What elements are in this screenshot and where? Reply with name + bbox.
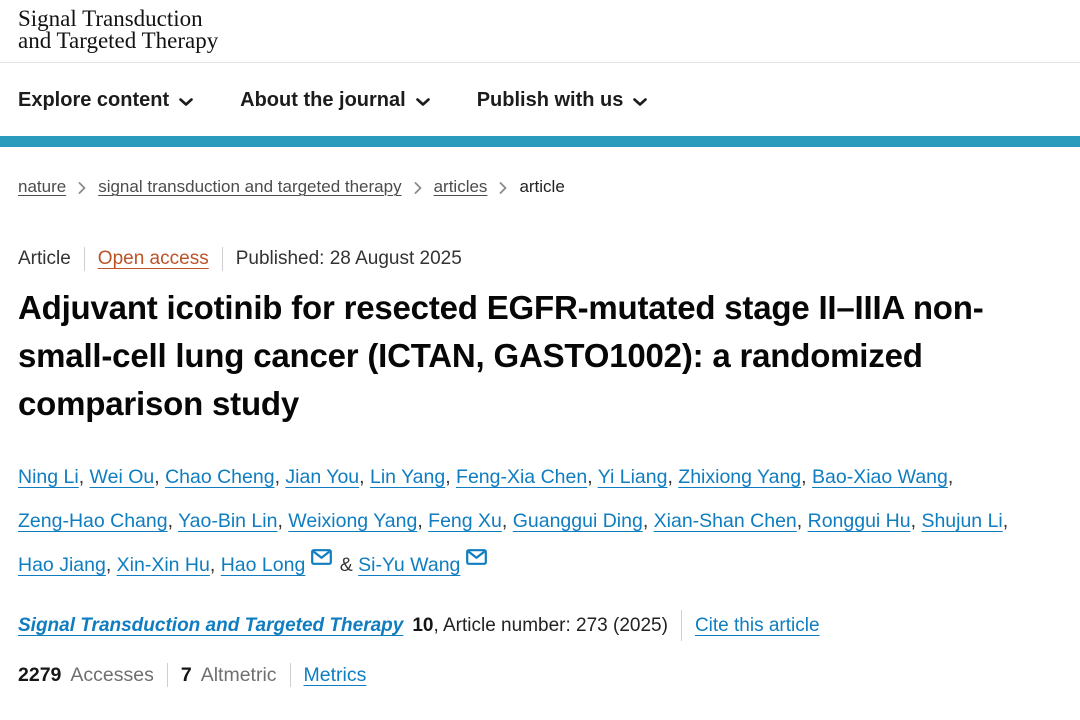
citation-separator — [680, 610, 682, 641]
author-link[interactable]: Xian-Shan Chen — [653, 510, 797, 532]
journal-title-link[interactable]: Signal Transduction and Targeted Therapy — [18, 614, 404, 636]
author-separator: , — [1002, 510, 1009, 532]
article-number-text: , Article number: 273 (2025) — [433, 614, 668, 636]
author-link[interactable]: Si-Yu Wang — [358, 554, 461, 576]
email-icon[interactable] — [466, 549, 488, 565]
main-nav: Explore content About the journal Publish … — [0, 63, 1080, 136]
author-link[interactable]: Bao-Xiao Wang — [812, 466, 948, 488]
author-separator: , — [667, 466, 679, 488]
author-separator: , — [78, 466, 90, 488]
nav-item-label: Explore content — [18, 89, 170, 111]
meta-separator — [221, 247, 223, 271]
author-separator: , — [154, 466, 166, 488]
journal-accent-bar — [0, 136, 1080, 147]
nav-item-label: About the journal — [240, 89, 406, 111]
author-link[interactable]: Zeng-Hao Chang — [18, 510, 168, 532]
chevron-right-icon — [78, 182, 86, 194]
article-type-label: Article — [18, 248, 71, 269]
article-page: Signal Transduction and Targeted Therapy… — [0, 0, 1080, 687]
journal-logo-line1: Signal Transduction — [18, 6, 203, 31]
nav-item-publish-with-us[interactable]: Publish with us — [477, 89, 648, 112]
author-link[interactable]: Hao Jiang — [18, 554, 106, 576]
breadcrumb-item-nature[interactable]: nature — [18, 177, 67, 196]
author-link[interactable]: Xin-Xin Hu — [116, 554, 210, 576]
author-separator: , — [209, 554, 221, 576]
accesses-label: Accesses — [70, 663, 154, 686]
chevron-down-icon — [633, 97, 648, 107]
author-separator: , — [417, 510, 429, 532]
author-separator: , — [167, 510, 179, 532]
author-ampersand: & — [334, 554, 359, 576]
author-separator: , — [801, 466, 812, 488]
author-link[interactable]: Yao-Bin Lin — [178, 510, 278, 532]
nav-item-label: Publish with us — [476, 89, 624, 111]
author-separator: , — [642, 510, 654, 532]
author-separator: , — [947, 466, 954, 488]
metrics-separator — [289, 663, 291, 687]
author-link[interactable]: Wei Ou — [89, 466, 155, 488]
author-separator: , — [274, 466, 286, 488]
open-access-link[interactable]: Open access — [97, 248, 209, 269]
author-list: Ning Li, Wei Ou, Chao Cheng, Jian You, L… — [18, 455, 1062, 587]
chevron-right-icon — [499, 182, 507, 194]
metrics-separator — [166, 663, 168, 687]
author-link[interactable]: Hao Long — [220, 554, 306, 576]
author-separator: , — [445, 466, 457, 488]
volume-number: 10 — [412, 614, 434, 636]
author-separator: , — [105, 554, 117, 576]
altmetric-label: Altmetric — [200, 663, 277, 686]
email-icon[interactable] — [311, 549, 333, 565]
meta-separator — [83, 247, 85, 271]
author-link[interactable]: Ronggui Hu — [807, 510, 911, 532]
chevron-down-icon — [179, 97, 193, 107]
author-separator: , — [501, 510, 513, 532]
author-link[interactable]: Feng Xu — [428, 510, 502, 532]
author-separator: , — [587, 466, 598, 488]
site-header: Signal Transduction and Targeted Therapy — [0, 0, 1080, 63]
chevron-down-icon — [415, 97, 430, 107]
article-meta-row: Article Open access Published: 28 August… — [18, 247, 1062, 271]
metrics-link[interactable]: Metrics — [303, 663, 367, 686]
author-link[interactable]: Yi Liang — [597, 466, 668, 488]
author-link[interactable]: Feng-Xia Chen — [456, 466, 588, 488]
nav-item-about-the-journal[interactable]: About the journal — [240, 89, 430, 112]
cite-this-article-link[interactable]: Cite this article — [694, 614, 820, 636]
published-date: Published: 28 August 2025 — [235, 248, 462, 269]
author-separator: , — [910, 510, 922, 532]
author-separator: , — [796, 510, 808, 532]
author-link[interactable]: Chao Cheng — [165, 466, 275, 488]
author-separator: , — [277, 510, 289, 532]
author-link[interactable]: Guanggui Ding — [512, 510, 643, 532]
citation-row: Signal Transduction and Targeted Therapy… — [18, 610, 1062, 641]
author-link[interactable]: Weixiong Yang — [288, 510, 418, 532]
nav-item-explore-content[interactable]: Explore content — [18, 89, 193, 112]
author-separator: , — [359, 466, 370, 488]
breadcrumb: nature signal transduction and targeted t… — [18, 177, 1062, 197]
journal-logo[interactable]: Signal Transduction and Targeted Therapy — [18, 6, 219, 53]
journal-logo-line2: and Targeted Therapy — [18, 28, 219, 53]
altmetric-count: 7 — [180, 663, 192, 686]
author-link[interactable]: Jian You — [285, 466, 360, 488]
article-title: Adjuvant icotinib for resected EGFR-muta… — [18, 289, 984, 422]
author-link[interactable]: Ning Li — [18, 466, 79, 488]
breadcrumb-item-articles[interactable]: articles — [433, 177, 488, 196]
accesses-count: 2279 — [18, 663, 62, 686]
chevron-right-icon — [414, 182, 422, 194]
article-header-section: nature signal transduction and targeted t… — [0, 177, 1080, 687]
breadcrumb-item-signal-transduction-and-targeted-therapy[interactable]: signal transduction and targeted therapy — [98, 177, 402, 196]
breadcrumb-item-article: article — [519, 177, 565, 196]
author-link[interactable]: Shujun Li — [921, 510, 1003, 532]
author-link[interactable]: Lin Yang — [370, 466, 446, 488]
author-link[interactable]: Zhixiong Yang — [678, 466, 802, 488]
metrics-row: 2279 Accesses 7 Altmetric Metrics — [18, 663, 1062, 687]
